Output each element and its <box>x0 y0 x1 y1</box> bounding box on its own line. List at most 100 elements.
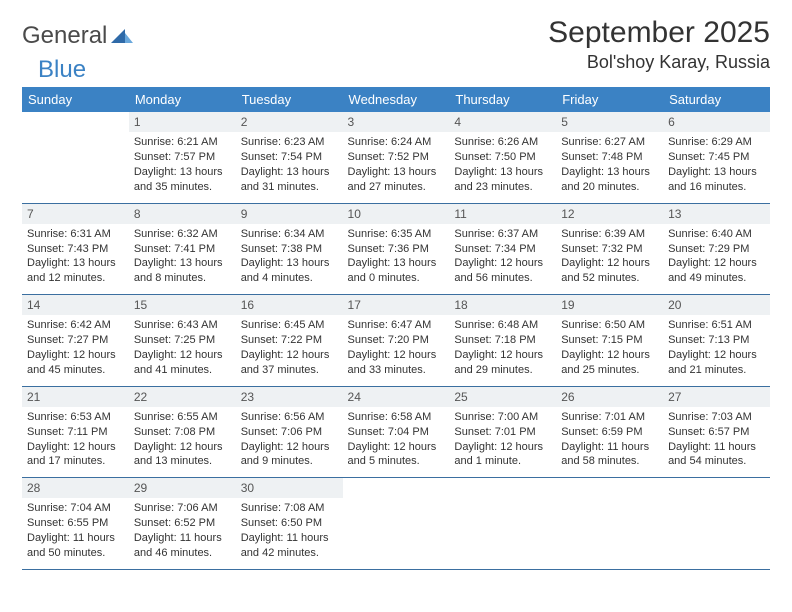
daylight-text: Daylight: 12 hours and 56 minutes. <box>454 256 551 286</box>
calendar-cell: 23Sunrise: 6:56 AMSunset: 7:06 PMDayligh… <box>236 386 343 478</box>
daylight-text: Daylight: 13 hours and 0 minutes. <box>348 256 445 286</box>
calendar-cell: 27Sunrise: 7:03 AMSunset: 6:57 PMDayligh… <box>663 386 770 478</box>
sunset-text: Sunset: 7:41 PM <box>134 242 231 257</box>
sunset-text: Sunset: 7:43 PM <box>27 242 124 257</box>
day-number: 24 <box>343 387 450 407</box>
day-number: 16 <box>236 295 343 315</box>
daylight-text: Daylight: 12 hours and 17 minutes. <box>27 440 124 470</box>
daylight-text: Daylight: 13 hours and 20 minutes. <box>561 165 658 195</box>
day-number: 5 <box>556 112 663 132</box>
sunrise-text: Sunrise: 7:04 AM <box>27 501 124 516</box>
daylight-text: Daylight: 12 hours and 33 minutes. <box>348 348 445 378</box>
calendar-cell: 6Sunrise: 6:29 AMSunset: 7:45 PMDaylight… <box>663 112 770 203</box>
calendar-cell: 1Sunrise: 6:21 AMSunset: 7:57 PMDaylight… <box>129 112 236 203</box>
sunrise-text: Sunrise: 6:50 AM <box>561 318 658 333</box>
daylight-text: Daylight: 11 hours and 42 minutes. <box>241 531 338 561</box>
day-header: Tuesday <box>236 87 343 112</box>
calendar-cell: 13Sunrise: 6:40 AMSunset: 7:29 PMDayligh… <box>663 203 770 295</box>
day-number: 29 <box>129 478 236 498</box>
sunrise-text: Sunrise: 6:53 AM <box>27 410 124 425</box>
day-number: 1 <box>129 112 236 132</box>
calendar-row: 7Sunrise: 6:31 AMSunset: 7:43 PMDaylight… <box>22 203 770 295</box>
month-title: September 2025 <box>548 16 770 50</box>
calendar-cell: 15Sunrise: 6:43 AMSunset: 7:25 PMDayligh… <box>129 295 236 387</box>
logo-sub: Blue <box>38 56 86 84</box>
calendar-cell <box>663 478 770 570</box>
sunrise-text: Sunrise: 6:40 AM <box>668 227 765 242</box>
day-number: 6 <box>663 112 770 132</box>
daylight-text: Daylight: 13 hours and 4 minutes. <box>241 256 338 286</box>
day-number: 19 <box>556 295 663 315</box>
calendar-cell: 18Sunrise: 6:48 AMSunset: 7:18 PMDayligh… <box>449 295 556 387</box>
sunset-text: Sunset: 7:01 PM <box>454 425 551 440</box>
day-header: Friday <box>556 87 663 112</box>
day-number: 20 <box>663 295 770 315</box>
sunrise-text: Sunrise: 6:47 AM <box>348 318 445 333</box>
sunrise-text: Sunrise: 7:01 AM <box>561 410 658 425</box>
day-number: 21 <box>22 387 129 407</box>
sunset-text: Sunset: 7:29 PM <box>668 242 765 257</box>
sunrise-text: Sunrise: 6:45 AM <box>241 318 338 333</box>
sunrise-text: Sunrise: 6:43 AM <box>134 318 231 333</box>
sunrise-text: Sunrise: 7:06 AM <box>134 501 231 516</box>
calendar-head: Sunday Monday Tuesday Wednesday Thursday… <box>22 87 770 112</box>
sunrise-text: Sunrise: 6:31 AM <box>27 227 124 242</box>
day-number: 22 <box>129 387 236 407</box>
day-number: 7 <box>22 204 129 224</box>
day-number: 11 <box>449 204 556 224</box>
sunset-text: Sunset: 7:50 PM <box>454 150 551 165</box>
sunrise-text: Sunrise: 6:56 AM <box>241 410 338 425</box>
daylight-text: Daylight: 13 hours and 35 minutes. <box>134 165 231 195</box>
day-header: Thursday <box>449 87 556 112</box>
daylight-text: Daylight: 11 hours and 50 minutes. <box>27 531 124 561</box>
day-number: 28 <box>22 478 129 498</box>
day-number: 13 <box>663 204 770 224</box>
day-number: 17 <box>343 295 450 315</box>
sunrise-text: Sunrise: 7:08 AM <box>241 501 338 516</box>
daylight-text: Daylight: 12 hours and 13 minutes. <box>134 440 231 470</box>
daylight-text: Daylight: 13 hours and 31 minutes. <box>241 165 338 195</box>
daylight-text: Daylight: 12 hours and 1 minute. <box>454 440 551 470</box>
day-number: 10 <box>343 204 450 224</box>
sunrise-text: Sunrise: 6:27 AM <box>561 135 658 150</box>
daylight-text: Daylight: 12 hours and 37 minutes. <box>241 348 338 378</box>
calendar-cell: 3Sunrise: 6:24 AMSunset: 7:52 PMDaylight… <box>343 112 450 203</box>
daylight-text: Daylight: 12 hours and 9 minutes. <box>241 440 338 470</box>
day-number: 27 <box>663 387 770 407</box>
sunrise-text: Sunrise: 6:48 AM <box>454 318 551 333</box>
sunrise-text: Sunrise: 6:23 AM <box>241 135 338 150</box>
daylight-text: Daylight: 13 hours and 12 minutes. <box>27 256 124 286</box>
day-header: Wednesday <box>343 87 450 112</box>
day-number: 9 <box>236 204 343 224</box>
calendar-cell <box>556 478 663 570</box>
sunset-text: Sunset: 6:55 PM <box>27 516 124 531</box>
sunset-text: Sunset: 7:08 PM <box>134 425 231 440</box>
calendar-row: 1Sunrise: 6:21 AMSunset: 7:57 PMDaylight… <box>22 112 770 203</box>
calendar-cell: 7 Sunrise: 6:31 AMSunset: 7:43 PMDaylight… <box>22 203 129 295</box>
calendar-cell: 5Sunrise: 6:27 AMSunset: 7:48 PMDaylight… <box>556 112 663 203</box>
calendar-row: 14Sunrise: 6:42 AMSunset: 7:27 PMDayligh… <box>22 295 770 387</box>
daylight-text: Daylight: 13 hours and 23 minutes. <box>454 165 551 195</box>
calendar-cell: 9Sunrise: 6:34 AMSunset: 7:38 PMDaylight… <box>236 203 343 295</box>
sunrise-text: Sunrise: 7:00 AM <box>454 410 551 425</box>
sunset-text: Sunset: 7:52 PM <box>348 150 445 165</box>
calendar-cell: 14Sunrise: 6:42 AMSunset: 7:27 PMDayligh… <box>22 295 129 387</box>
sunset-text: Sunset: 7:22 PM <box>241 333 338 348</box>
sunrise-text: Sunrise: 6:58 AM <box>348 410 445 425</box>
calendar-cell <box>449 478 556 570</box>
location: Bol'shoy Karay, Russia <box>548 52 770 73</box>
sunset-text: Sunset: 7:27 PM <box>27 333 124 348</box>
day-number: 26 <box>556 387 663 407</box>
daylight-text: Daylight: 12 hours and 41 minutes. <box>134 348 231 378</box>
calendar-cell: 26Sunrise: 7:01 AMSunset: 6:59 PMDayligh… <box>556 386 663 478</box>
day-header: Monday <box>129 87 236 112</box>
calendar-table: Sunday Monday Tuesday Wednesday Thursday… <box>22 87 770 570</box>
sunset-text: Sunset: 7:15 PM <box>561 333 658 348</box>
calendar-cell: 4Sunrise: 6:26 AMSunset: 7:50 PMDaylight… <box>449 112 556 203</box>
sunset-text: Sunset: 7:25 PM <box>134 333 231 348</box>
daylight-text: Daylight: 13 hours and 16 minutes. <box>668 165 765 195</box>
sunrise-text: Sunrise: 6:42 AM <box>27 318 124 333</box>
calendar-cell: 30Sunrise: 7:08 AMSunset: 6:50 PMDayligh… <box>236 478 343 570</box>
sunset-text: Sunset: 7:36 PM <box>348 242 445 257</box>
sunrise-text: Sunrise: 6:32 AM <box>134 227 231 242</box>
